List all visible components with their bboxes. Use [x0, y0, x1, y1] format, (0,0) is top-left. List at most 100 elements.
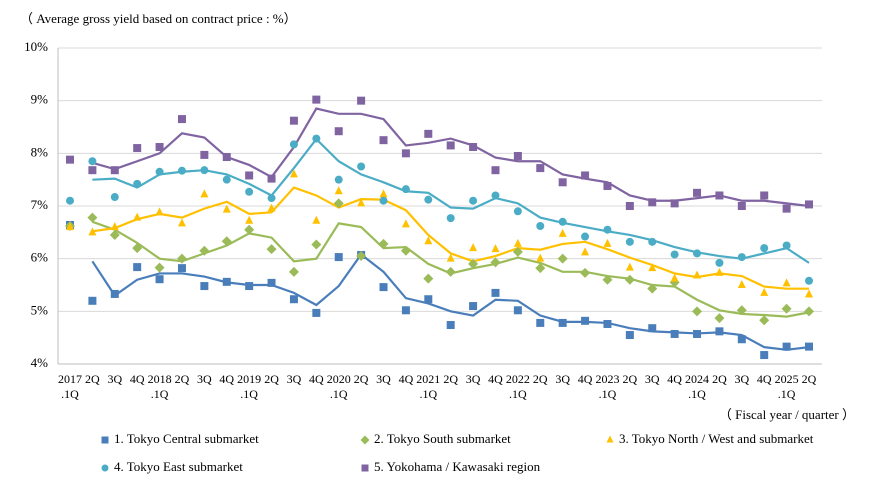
- data-point: [536, 318, 545, 327]
- data-point: [88, 296, 97, 305]
- x-tick-label: 2017 .1Q: [58, 372, 82, 401]
- data-point: [581, 232, 590, 241]
- data-point: [66, 222, 74, 231]
- x-tick-label: 3Q: [197, 372, 212, 386]
- data-point: [245, 282, 254, 291]
- trend-line: [91, 252, 810, 351]
- data-point: [155, 167, 164, 176]
- data-point: [177, 115, 186, 124]
- data-point: [176, 253, 187, 264]
- data-point: [133, 179, 142, 188]
- data-point: [155, 143, 164, 152]
- data-point: [737, 335, 746, 344]
- x-tick-label: 2Q: [443, 372, 459, 386]
- data-point: [446, 214, 455, 223]
- data-point: [110, 166, 119, 175]
- data-point: [512, 246, 523, 257]
- data-point: [580, 267, 591, 278]
- data-point: [805, 276, 813, 285]
- data-point: [715, 327, 724, 336]
- data-point: [88, 157, 97, 166]
- data-point: [625, 202, 634, 210]
- data-point: [648, 237, 657, 246]
- data-point: [357, 96, 366, 105]
- data-point: [222, 153, 231, 162]
- data-point: [557, 253, 568, 264]
- x-tick-label: 2019 .1Q: [237, 372, 262, 401]
- y-tick-label: 7%: [31, 197, 49, 212]
- data-point: [222, 277, 231, 286]
- data-point: [267, 174, 276, 183]
- x-tick-label: 2025 .1Q: [774, 372, 799, 401]
- data-point: [536, 253, 545, 262]
- data-point: [110, 222, 119, 231]
- data-point: [379, 189, 388, 198]
- data-point: [334, 186, 343, 195]
- data-point: [245, 171, 254, 180]
- data-point: [782, 278, 791, 287]
- x-tick-label: 4Q: [488, 372, 503, 386]
- data-point: [513, 306, 522, 315]
- data-point: [491, 191, 500, 200]
- data-point: [490, 257, 501, 268]
- trend-line: [92, 137, 810, 264]
- data-point: [267, 203, 276, 212]
- data-point: [714, 313, 725, 324]
- data-point: [670, 273, 679, 282]
- data-point: [759, 315, 770, 326]
- x-tick-label: 3Q: [644, 372, 660, 386]
- data-point: [446, 253, 455, 262]
- y-tick-label: 10%: [24, 39, 48, 54]
- data-point: [804, 306, 814, 317]
- data-point: [581, 247, 590, 256]
- data-point: [491, 244, 500, 253]
- data-point: [133, 212, 142, 221]
- data-point: [133, 144, 142, 153]
- data-point: [200, 282, 209, 291]
- legend-marker: [361, 464, 369, 472]
- data-point: [379, 283, 388, 292]
- data-point: [334, 253, 343, 262]
- data-point: [133, 263, 142, 272]
- data-point: [88, 166, 97, 175]
- x-tick-label: 2Q: [85, 372, 100, 386]
- data-point: [782, 241, 791, 250]
- data-point: [312, 134, 321, 143]
- legend-marker: [101, 436, 109, 444]
- x-tick-label: 2020 .1Q: [326, 372, 351, 401]
- data-point: [221, 236, 232, 247]
- data-point: [760, 191, 769, 200]
- data-point: [693, 188, 702, 197]
- data-point: [200, 166, 209, 175]
- data-point: [379, 136, 388, 145]
- data-point: [87, 212, 98, 223]
- data-point: [648, 263, 657, 272]
- x-axis-label: （ Fiscal year / quarter ）: [719, 407, 855, 422]
- x-tick-label: 2021 .1Q: [416, 372, 441, 401]
- data-point: [536, 164, 545, 173]
- data-point: [267, 278, 276, 287]
- y-tick-label: 9%: [31, 92, 49, 107]
- data-point: [356, 251, 367, 262]
- data-point: [670, 329, 679, 338]
- data-point: [424, 236, 433, 245]
- data-point: [736, 305, 747, 316]
- data-point: [222, 204, 231, 213]
- chart-title: （ Average gross yield based on contract …: [20, 11, 297, 26]
- data-point: [625, 237, 634, 246]
- data-point: [200, 189, 209, 198]
- data-point: [401, 149, 410, 158]
- data-point: [760, 244, 769, 253]
- data-point: [378, 238, 389, 249]
- x-tick-label: 2Q: [264, 372, 279, 386]
- data-point: [177, 218, 186, 227]
- data-point: [513, 151, 522, 160]
- legend-label: 3. Tokyo North / West and submarket: [619, 431, 814, 446]
- data-point: [289, 116, 298, 125]
- data-point: [625, 331, 634, 340]
- data-point: [760, 351, 769, 360]
- data-point: [693, 270, 702, 279]
- x-tick-label: 2Q: [532, 372, 548, 386]
- data-point: [110, 289, 119, 298]
